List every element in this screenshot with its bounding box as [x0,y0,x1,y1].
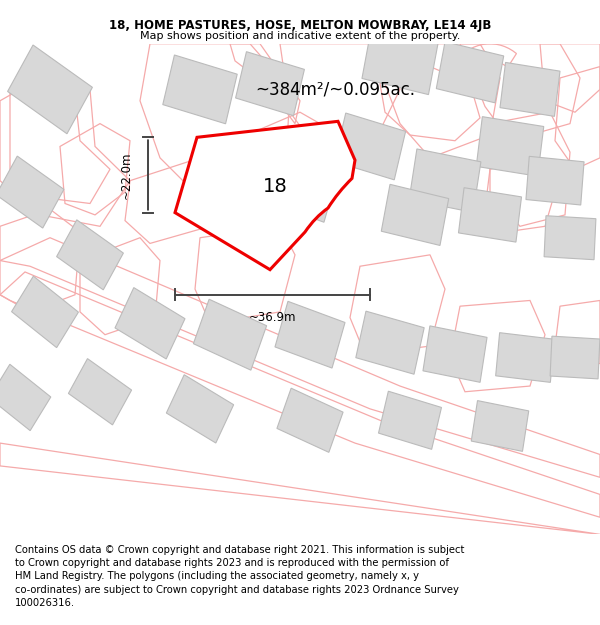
Polygon shape [334,113,406,180]
Polygon shape [68,359,131,425]
Polygon shape [166,375,233,443]
Polygon shape [526,156,584,205]
Polygon shape [471,401,529,451]
Polygon shape [423,326,487,382]
Polygon shape [550,336,600,379]
Polygon shape [56,220,124,290]
Polygon shape [436,42,504,103]
Polygon shape [193,299,266,370]
Text: ~22.0m: ~22.0m [119,151,133,199]
Polygon shape [11,276,79,348]
Polygon shape [0,156,64,228]
Polygon shape [458,188,521,242]
Text: 18: 18 [263,177,287,196]
Polygon shape [0,364,51,431]
Polygon shape [163,55,237,124]
Polygon shape [262,151,338,222]
Polygon shape [206,136,274,203]
PathPatch shape [175,121,355,269]
Polygon shape [379,391,442,449]
Polygon shape [496,332,554,382]
Polygon shape [236,52,304,116]
Text: 18, HOME PASTURES, HOSE, MELTON MOWBRAY, LE14 4JB: 18, HOME PASTURES, HOSE, MELTON MOWBRAY,… [109,19,491,31]
Polygon shape [275,301,345,368]
Polygon shape [362,27,438,94]
Polygon shape [8,45,92,134]
Polygon shape [500,62,560,116]
Polygon shape [356,311,424,374]
Text: Contains OS data © Crown copyright and database right 2021. This information is : Contains OS data © Crown copyright and d… [15,545,464,608]
Polygon shape [115,288,185,359]
Polygon shape [544,216,596,260]
Text: ~384m²/~0.095ac.: ~384m²/~0.095ac. [255,81,415,98]
Polygon shape [476,117,544,176]
Polygon shape [277,388,343,452]
Text: Map shows position and indicative extent of the property.: Map shows position and indicative extent… [140,31,460,41]
Text: ~36.9m: ~36.9m [249,311,296,324]
Polygon shape [381,184,449,246]
Polygon shape [409,149,481,213]
